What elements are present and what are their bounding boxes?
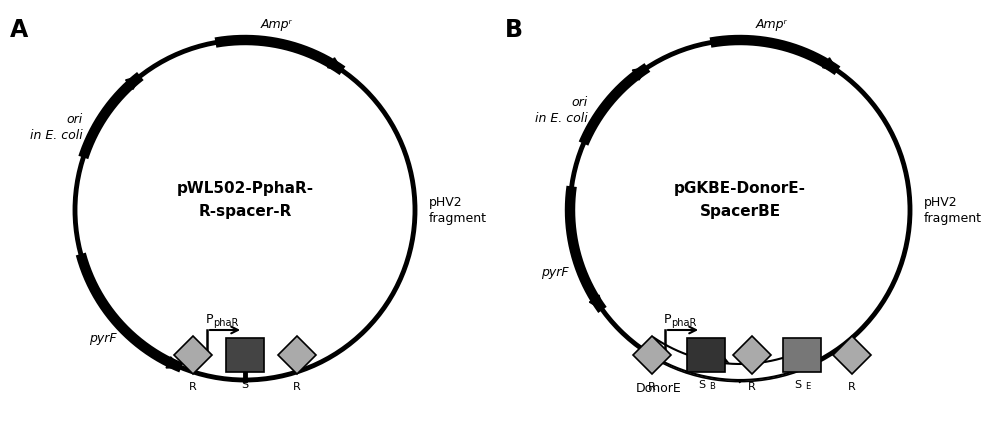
Text: phaR: phaR bbox=[213, 318, 238, 328]
Text: pyrF: pyrF bbox=[89, 332, 116, 345]
Text: R: R bbox=[293, 382, 301, 392]
Polygon shape bbox=[328, 58, 343, 71]
Text: ori
in E. coli: ori in E. coli bbox=[30, 113, 83, 142]
Text: R: R bbox=[848, 382, 856, 392]
Text: DonorE: DonorE bbox=[636, 382, 682, 395]
Text: R: R bbox=[189, 382, 197, 392]
Bar bbox=[226, 338, 264, 372]
Text: Ampʳ: Ampʳ bbox=[261, 18, 292, 31]
Text: pGKBE-DonorE-
SpacerBE: pGKBE-DonorE- SpacerBE bbox=[674, 181, 806, 219]
Polygon shape bbox=[126, 76, 140, 89]
Polygon shape bbox=[278, 336, 316, 374]
Text: pHV2
fragment: pHV2 fragment bbox=[924, 196, 982, 225]
Text: R: R bbox=[648, 382, 656, 392]
Polygon shape bbox=[632, 68, 647, 80]
Polygon shape bbox=[645, 338, 812, 380]
Text: Ampʳ: Ampʳ bbox=[756, 18, 787, 31]
Text: ori
in E. coli: ori in E. coli bbox=[535, 96, 587, 125]
Polygon shape bbox=[589, 295, 602, 310]
Text: pHV2
fragment: pHV2 fragment bbox=[429, 196, 487, 225]
Text: B: B bbox=[505, 18, 523, 42]
Polygon shape bbox=[733, 336, 771, 374]
Text: P: P bbox=[664, 313, 672, 326]
Text: S: S bbox=[698, 380, 706, 390]
Bar bbox=[687, 338, 725, 372]
Text: S: S bbox=[794, 380, 802, 390]
Polygon shape bbox=[633, 336, 671, 374]
Text: P: P bbox=[206, 313, 214, 326]
Text: A: A bbox=[10, 18, 28, 42]
Polygon shape bbox=[174, 336, 212, 374]
Bar bbox=[783, 338, 821, 372]
Polygon shape bbox=[823, 58, 838, 71]
Polygon shape bbox=[166, 357, 181, 368]
Text: phaR: phaR bbox=[671, 318, 696, 328]
Text: B: B bbox=[709, 382, 715, 391]
Text: pWL502-PphaR-
R-spacer-R: pWL502-PphaR- R-spacer-R bbox=[176, 181, 314, 219]
Text: S: S bbox=[241, 380, 249, 390]
Text: R: R bbox=[748, 382, 756, 392]
Polygon shape bbox=[833, 336, 871, 374]
Text: pyrF: pyrF bbox=[541, 266, 569, 279]
Text: E: E bbox=[805, 382, 810, 391]
